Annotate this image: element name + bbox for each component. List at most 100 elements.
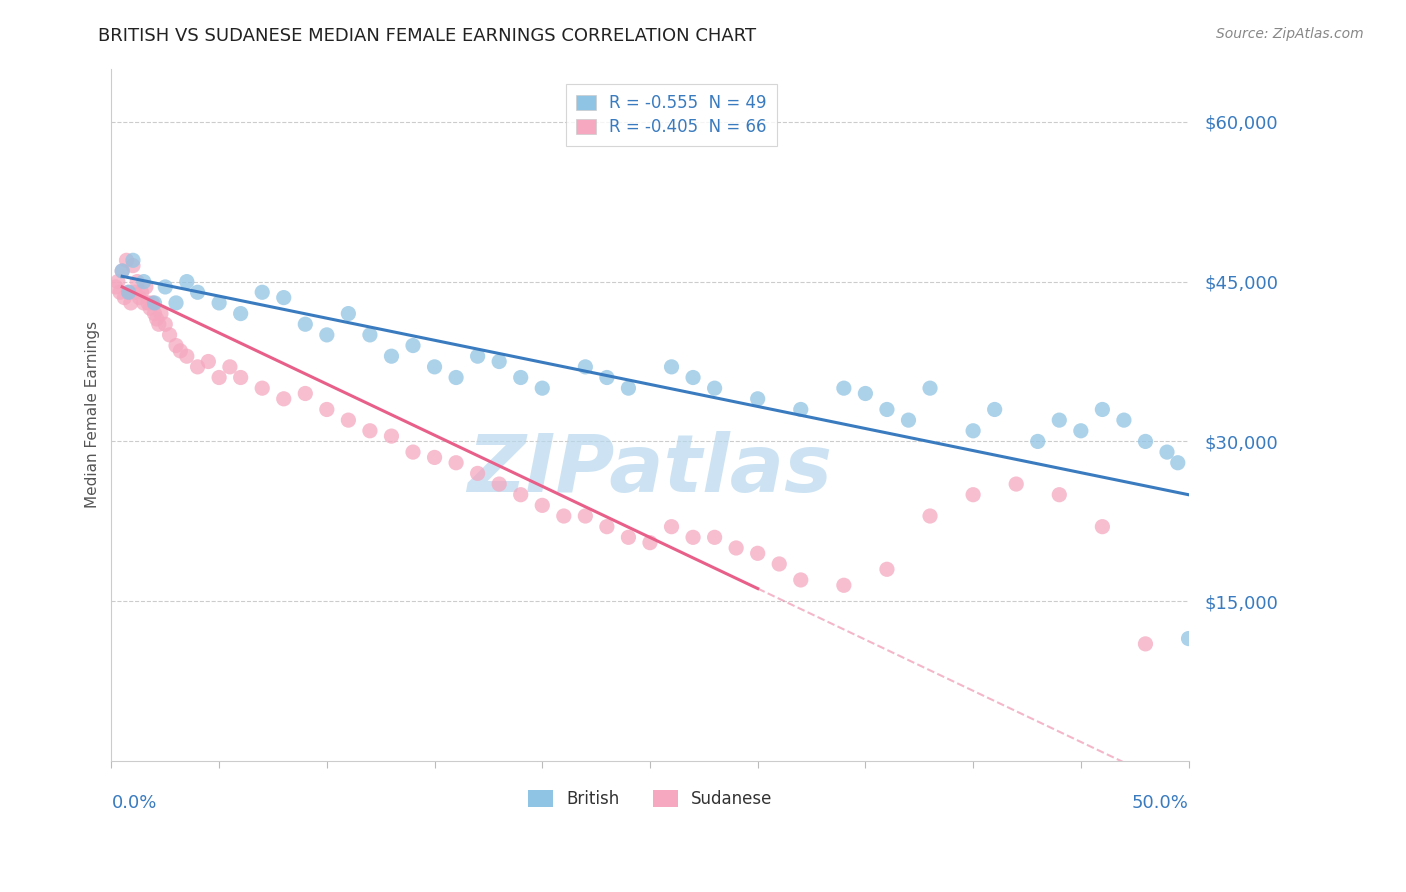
Point: [112, 291, 135, 305]
Point: [250, 285, 273, 300]
Point: [148, 317, 170, 331]
Point: [136, 296, 159, 310]
Point: [423, 450, 446, 465]
Point: [617, 530, 640, 544]
Point: [294, 317, 316, 331]
Point: [832, 578, 855, 592]
Point: [617, 381, 640, 395]
Point: [197, 354, 219, 368]
Point: [1135, 434, 1157, 449]
Point: [832, 381, 855, 395]
Point: [132, 275, 155, 289]
Point: [790, 573, 813, 587]
Point: [467, 467, 489, 481]
Point: [1047, 413, 1070, 427]
Text: 0.0%: 0.0%: [111, 794, 157, 812]
Point: [120, 296, 142, 310]
Point: [117, 285, 139, 300]
Point: [444, 456, 467, 470]
Text: Source: ZipAtlas.com: Source: ZipAtlas.com: [1216, 27, 1364, 41]
Point: [467, 349, 489, 363]
Text: BRITISH VS SUDANESE MEDIAN FEMALE EARNINGS CORRELATION CHART: BRITISH VS SUDANESE MEDIAN FEMALE EARNIN…: [98, 27, 756, 45]
Point: [488, 354, 510, 368]
Point: [1177, 632, 1199, 646]
Point: [574, 359, 596, 374]
Point: [703, 381, 725, 395]
Point: [122, 253, 145, 268]
Text: 50.0%: 50.0%: [1132, 794, 1188, 812]
Point: [111, 264, 134, 278]
Point: [1156, 445, 1178, 459]
Point: [402, 338, 425, 352]
Point: [135, 280, 157, 294]
Point: [208, 296, 231, 310]
Point: [149, 307, 172, 321]
Point: [553, 508, 575, 523]
Point: [187, 359, 209, 374]
Point: [111, 264, 134, 278]
Point: [402, 445, 425, 459]
Point: [124, 285, 146, 300]
Point: [155, 280, 177, 294]
Point: [169, 343, 191, 358]
Point: [574, 508, 596, 523]
Point: [855, 386, 877, 401]
Point: [219, 359, 242, 374]
Text: ZIPatlas: ZIPatlas: [467, 431, 832, 509]
Legend: British, Sudanese: British, Sudanese: [522, 783, 779, 815]
Point: [444, 370, 467, 384]
Point: [509, 370, 531, 384]
Point: [131, 285, 153, 300]
Point: [509, 488, 531, 502]
Point: [1135, 637, 1157, 651]
Point: [747, 546, 769, 560]
Point: [108, 285, 131, 300]
Point: [155, 317, 177, 331]
Point: [107, 275, 129, 289]
Point: [380, 349, 402, 363]
Point: [250, 381, 273, 395]
Point: [380, 429, 402, 443]
Point: [1047, 488, 1070, 502]
Point: [488, 477, 510, 491]
Point: [983, 402, 1005, 417]
Point: [423, 359, 446, 374]
Point: [159, 327, 181, 342]
Point: [187, 285, 209, 300]
Point: [337, 413, 360, 427]
Point: [273, 291, 295, 305]
Point: [337, 307, 360, 321]
Point: [876, 562, 898, 576]
Point: [661, 359, 683, 374]
Point: [117, 285, 139, 300]
Point: [143, 296, 166, 310]
Point: [359, 424, 381, 438]
Point: [115, 253, 138, 268]
Point: [531, 381, 554, 395]
Point: [141, 296, 163, 310]
Point: [1167, 456, 1189, 470]
Point: [876, 402, 898, 417]
Y-axis label: Median Female Earnings: Median Female Earnings: [86, 321, 100, 508]
Point: [638, 535, 661, 549]
Point: [747, 392, 769, 406]
Point: [315, 327, 337, 342]
Point: [1005, 477, 1028, 491]
Point: [918, 508, 941, 523]
Point: [132, 296, 155, 310]
Point: [176, 275, 198, 289]
Point: [682, 530, 704, 544]
Point: [790, 402, 813, 417]
Point: [531, 499, 554, 513]
Point: [145, 312, 167, 326]
Point: [315, 402, 337, 417]
Point: [1112, 413, 1135, 427]
Point: [1091, 402, 1114, 417]
Point: [918, 381, 941, 395]
Point: [128, 291, 150, 305]
Point: [229, 370, 252, 384]
Point: [208, 370, 231, 384]
Point: [596, 519, 619, 533]
Point: [1091, 519, 1114, 533]
Point: [294, 386, 316, 401]
